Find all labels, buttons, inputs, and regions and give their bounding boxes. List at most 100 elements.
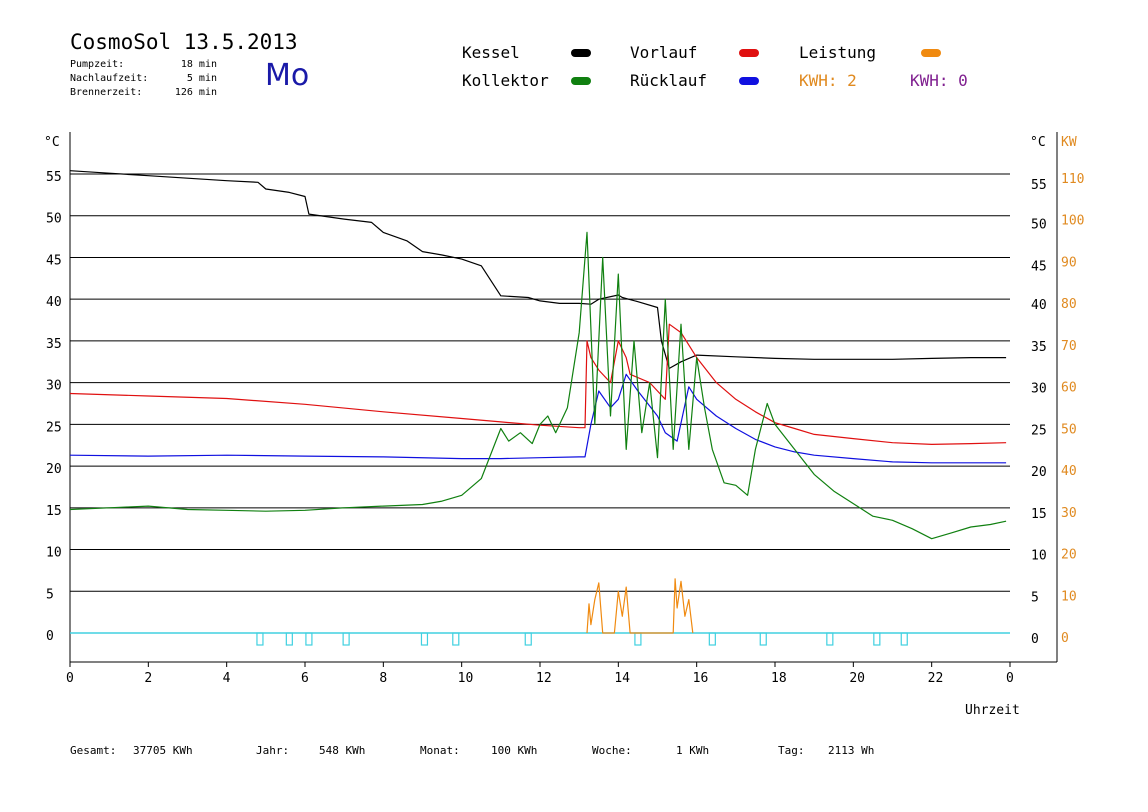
y2-tick-0: 0	[1061, 631, 1069, 646]
y-tick-left-40: 40	[46, 295, 62, 310]
legend-kollektor-swatch	[571, 77, 591, 85]
zero-marker-12	[900, 632, 908, 646]
legend-vorlauf-label: Vorlauf	[630, 43, 698, 62]
y2-tick-80: 80	[1061, 297, 1077, 312]
y-tick-right-10: 10	[1031, 549, 1047, 564]
y-tick-right-40: 40	[1031, 298, 1047, 313]
x-axis-label: Uhrzeit	[965, 703, 1020, 718]
y-tick-left-15: 15	[46, 504, 62, 519]
x-tick-7: 14	[614, 671, 630, 686]
y-tick-right-55: 55	[1031, 178, 1047, 193]
footer-gesamt-value: 37705 KWh	[133, 744, 193, 757]
x-tick-1: 2	[144, 671, 152, 686]
x-tick-5: 10	[458, 671, 474, 686]
x-tick-3: 6	[301, 671, 309, 686]
y2-tick-40: 40	[1061, 464, 1077, 479]
legend-kessel-swatch	[571, 49, 591, 57]
zero-marker-11	[873, 632, 881, 646]
legend-kwh-orange: KWH: 2	[799, 71, 857, 90]
y-tick-right-35: 35	[1031, 340, 1047, 355]
series-kollektor-line	[69, 231, 1007, 540]
chart-title: CosmoSol 13.5.2013	[70, 30, 298, 54]
y2-tick-90: 90	[1061, 255, 1077, 270]
y2-tick-50: 50	[1061, 422, 1077, 437]
footer-gesamt-label: Gesamt:	[70, 744, 117, 757]
legend-kessel-label: Kessel	[462, 43, 520, 62]
y-tick-right-25: 25	[1031, 423, 1047, 438]
legend-kollektor-label: Kollektor	[462, 71, 549, 90]
zero-marker-9	[759, 632, 767, 646]
y-tick-right-20: 20	[1031, 465, 1047, 480]
y-tick-right-30: 30	[1031, 382, 1047, 397]
series-leistung-line	[586, 578, 694, 634]
x-tick-4: 8	[379, 671, 387, 686]
legend-ruecklauf-swatch	[739, 77, 759, 85]
footer-jahr-value: 548 KWh	[319, 744, 366, 757]
pump-time-label: Pumpzeit:	[70, 59, 125, 70]
y2-tick-20: 20	[1061, 548, 1077, 563]
y2-tick-10: 10	[1061, 589, 1077, 604]
y-axis-label-left: °C	[44, 135, 60, 150]
zero-marker-7	[634, 632, 642, 646]
burner-time-value: 126 min	[174, 87, 217, 98]
legend-kwh-purple: KWH: 0	[910, 71, 968, 90]
footer-tag-value: 2113 Wh	[828, 744, 875, 757]
series-rcklauf-line	[69, 373, 1007, 464]
footer-woche-label: Woche:	[592, 744, 632, 757]
zero-marker-2	[305, 632, 313, 646]
zero-marker-1	[285, 632, 293, 646]
y-tick-left-20: 20	[46, 462, 62, 477]
legend-leistung-label: Leistung	[799, 43, 877, 62]
y-tick-left-55: 55	[46, 170, 62, 185]
y-tick-left-45: 45	[46, 253, 62, 268]
zero-marker-3	[342, 632, 350, 646]
y2-tick-100: 100	[1061, 214, 1084, 229]
y2-tick-30: 30	[1061, 506, 1077, 521]
y-tick-left-0: 0	[46, 629, 54, 644]
y-tick-left-5: 5	[46, 587, 54, 602]
x-tick-0: 0	[66, 671, 74, 686]
y-tick-right-45: 45	[1031, 259, 1047, 274]
y-tick-right-0: 0	[1031, 632, 1039, 647]
x-tick-12: 0	[1006, 671, 1014, 686]
y-tick-left-50: 50	[46, 212, 62, 227]
y-tick-left-10: 10	[46, 546, 62, 561]
y-tick-left-35: 35	[46, 337, 62, 352]
x-tick-9: 18	[771, 671, 787, 686]
y2-tick-60: 60	[1061, 381, 1077, 396]
x-tick-11: 22	[928, 671, 944, 686]
pump-time-value: 18 min	[180, 59, 217, 70]
y2-axis-label: KW	[1061, 135, 1077, 150]
x-tick-8: 16	[693, 671, 709, 686]
footer-monat-value: 100 KWh	[491, 744, 538, 757]
y2-tick-70: 70	[1061, 339, 1077, 354]
y2-tick-110: 110	[1061, 172, 1084, 187]
zero-marker-5	[452, 632, 460, 646]
zero-marker-6	[524, 632, 532, 646]
x-tick-6: 12	[536, 671, 552, 686]
legend-leistung-swatch	[921, 49, 941, 57]
footer-tag-label: Tag:	[778, 744, 805, 757]
legend-vorlauf-swatch	[739, 49, 759, 57]
y-tick-left-30: 30	[46, 379, 62, 394]
zero-marker-4	[420, 632, 429, 646]
y-tick-right-50: 50	[1031, 218, 1047, 233]
footer-woche-value: 1 KWh	[676, 744, 710, 757]
y-tick-right-15: 15	[1031, 507, 1047, 522]
weekday-label: Mo	[265, 58, 310, 93]
series-vorlauf-line	[69, 323, 1007, 445]
series-kessel-line	[69, 170, 1007, 369]
y-axis-label-right: °C	[1030, 135, 1046, 150]
afterrun-time-label: Nachlaufzeit:	[70, 73, 149, 84]
x-tick-10: 20	[849, 671, 865, 686]
x-tick-2: 4	[223, 671, 231, 686]
legend-ruecklauf-label: Rücklauf	[630, 71, 708, 90]
footer-jahr-label: Jahr:	[256, 744, 290, 757]
afterrun-time-value: 5 min	[186, 73, 217, 84]
zero-marker-8	[708, 632, 716, 646]
y-tick-right-5: 5	[1031, 590, 1039, 605]
zero-marker-10	[826, 632, 834, 646]
footer-monat-label: Monat:	[420, 744, 460, 757]
y-tick-left-25: 25	[46, 420, 62, 435]
